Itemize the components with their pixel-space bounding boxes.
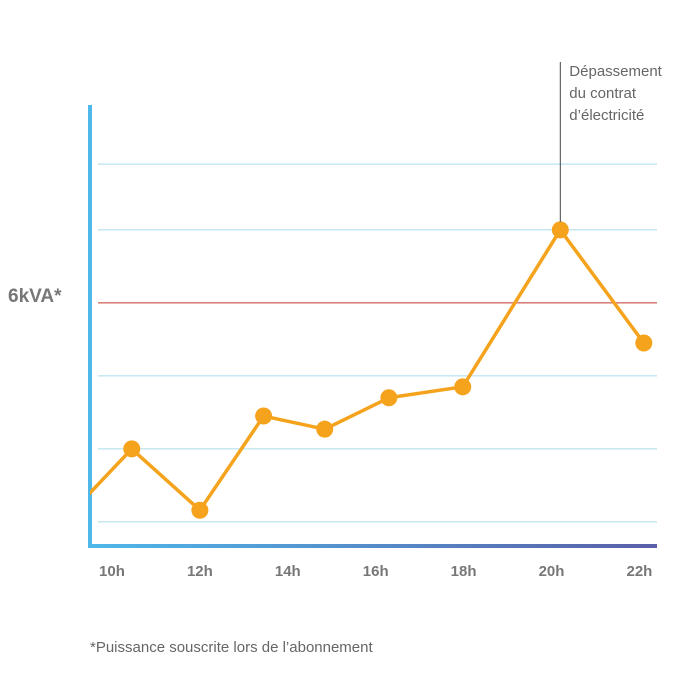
annotation-text: Dépassement	[569, 63, 662, 80]
x-tick-label: 22h	[626, 563, 652, 580]
x-tick-label: 20h	[539, 563, 565, 580]
x-axis	[88, 544, 657, 548]
point	[191, 501, 209, 519]
annotation-text: d’électricité	[569, 107, 644, 124]
x-tick-label: 14h	[275, 563, 301, 580]
point	[380, 389, 398, 407]
x-tick-label: 10h	[99, 563, 125, 580]
point	[316, 420, 334, 438]
point	[60, 508, 77, 525]
annotation-text: du contrat	[569, 85, 637, 102]
footnote: *Puissance souscrite lors de l’abonnemen…	[90, 639, 373, 656]
point	[255, 407, 273, 425]
point	[635, 334, 653, 352]
x-tick-label: 12h	[187, 563, 213, 580]
series	[60, 221, 653, 525]
point	[123, 440, 141, 458]
line	[90, 228, 646, 512]
point	[454, 378, 472, 396]
x-tick-label: 16h	[363, 563, 389, 580]
x-tick-label: 18h	[451, 563, 477, 580]
point	[551, 221, 569, 239]
reference-label: 6kVA*	[8, 286, 62, 307]
